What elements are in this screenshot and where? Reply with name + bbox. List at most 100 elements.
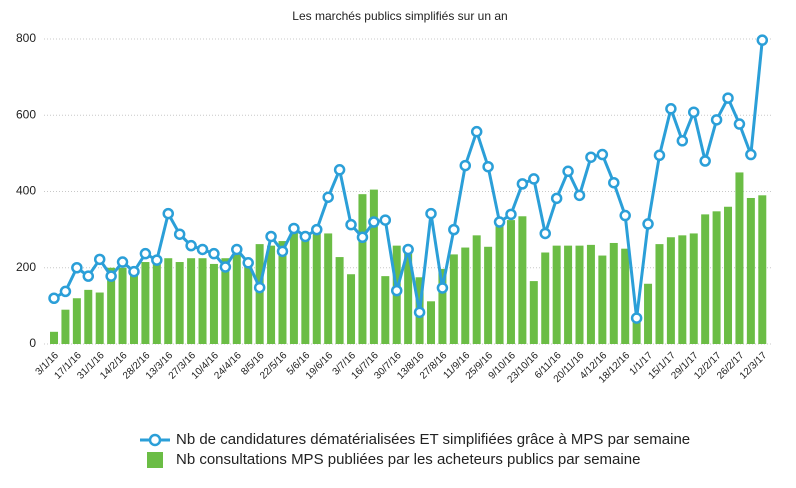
point: [550, 192, 563, 205]
point: [379, 214, 392, 226]
point: [608, 176, 620, 189]
point: [390, 284, 403, 297]
bar: [552, 245, 561, 344]
bar: [369, 189, 378, 344]
point: [231, 243, 243, 256]
bar: [141, 262, 150, 344]
bar: [118, 267, 127, 344]
point: [356, 231, 369, 243]
point: [676, 135, 689, 147]
bar: [84, 289, 93, 344]
bar: [107, 267, 116, 344]
bar: [746, 197, 755, 344]
y-tick-label: 400: [16, 184, 36, 198]
point: [173, 228, 186, 240]
point: [299, 230, 312, 243]
point: [219, 261, 232, 273]
point: [745, 148, 757, 161]
point: [665, 103, 677, 115]
bar: [632, 317, 641, 344]
y-tick-label: 0: [29, 336, 36, 350]
point: [185, 239, 197, 252]
bar: [278, 241, 287, 344]
bar: [232, 252, 241, 344]
point: [756, 34, 769, 46]
bar: [644, 283, 653, 344]
bar: [529, 281, 538, 344]
point: [368, 216, 380, 228]
bar: [724, 206, 733, 344]
bar: [221, 258, 230, 344]
point: [265, 230, 277, 243]
y-tick-label: 600: [16, 107, 36, 121]
point: [242, 257, 254, 269]
point: [311, 223, 323, 236]
point: [276, 245, 289, 258]
bar: [324, 233, 333, 344]
bar: [335, 257, 344, 344]
point: [733, 118, 746, 130]
bar: [152, 258, 161, 344]
legend-label: Nb de candidatures dématérialisées ET si…: [176, 431, 690, 448]
bar: [267, 245, 276, 344]
point: [48, 292, 60, 304]
point: [208, 247, 220, 260]
point: [573, 189, 586, 202]
bar: [678, 235, 687, 344]
legend-label: Nb consultations MPS publiées par les ac…: [176, 451, 640, 468]
bar: [301, 236, 310, 344]
point: [151, 254, 163, 266]
bar: [164, 258, 173, 344]
point: [253, 281, 266, 294]
legend-marker: [148, 433, 162, 447]
bar: [586, 244, 595, 344]
bar: [564, 245, 573, 344]
point: [105, 270, 117, 282]
bar: [609, 242, 618, 344]
bar: [312, 229, 321, 344]
point: [528, 173, 540, 185]
point: [653, 149, 666, 162]
point: [162, 207, 174, 220]
bar: [598, 255, 607, 344]
point: [619, 209, 631, 222]
point: [630, 312, 643, 324]
bar: [449, 254, 458, 344]
bar: [461, 247, 470, 344]
point: [82, 270, 95, 282]
bar: [358, 194, 367, 344]
point: [722, 92, 734, 104]
point: [425, 207, 437, 220]
point: [493, 216, 506, 228]
bar: [495, 218, 504, 344]
point: [196, 243, 209, 256]
bar: [175, 262, 184, 344]
point: [516, 178, 529, 190]
point: [322, 191, 334, 203]
bar: [244, 263, 253, 344]
point: [139, 247, 152, 260]
point: [448, 223, 460, 236]
point: [436, 282, 449, 294]
bar: [255, 244, 264, 344]
point: [93, 253, 106, 266]
point: [596, 148, 609, 161]
point: [699, 155, 711, 167]
point: [585, 151, 597, 163]
bar: [506, 220, 515, 344]
bar: [289, 227, 298, 344]
bar: [735, 172, 744, 344]
point: [562, 165, 574, 178]
bar: [209, 263, 218, 344]
chart-title: Les marchés publics simplifiés sur un an: [292, 9, 507, 23]
bar: [621, 248, 630, 344]
point: [59, 285, 72, 298]
point: [505, 208, 517, 221]
point: [413, 306, 426, 319]
bar: [198, 258, 207, 344]
point: [128, 265, 140, 278]
bar: [187, 258, 196, 344]
point: [402, 243, 414, 256]
bar: [701, 214, 710, 344]
bar: [472, 235, 481, 344]
